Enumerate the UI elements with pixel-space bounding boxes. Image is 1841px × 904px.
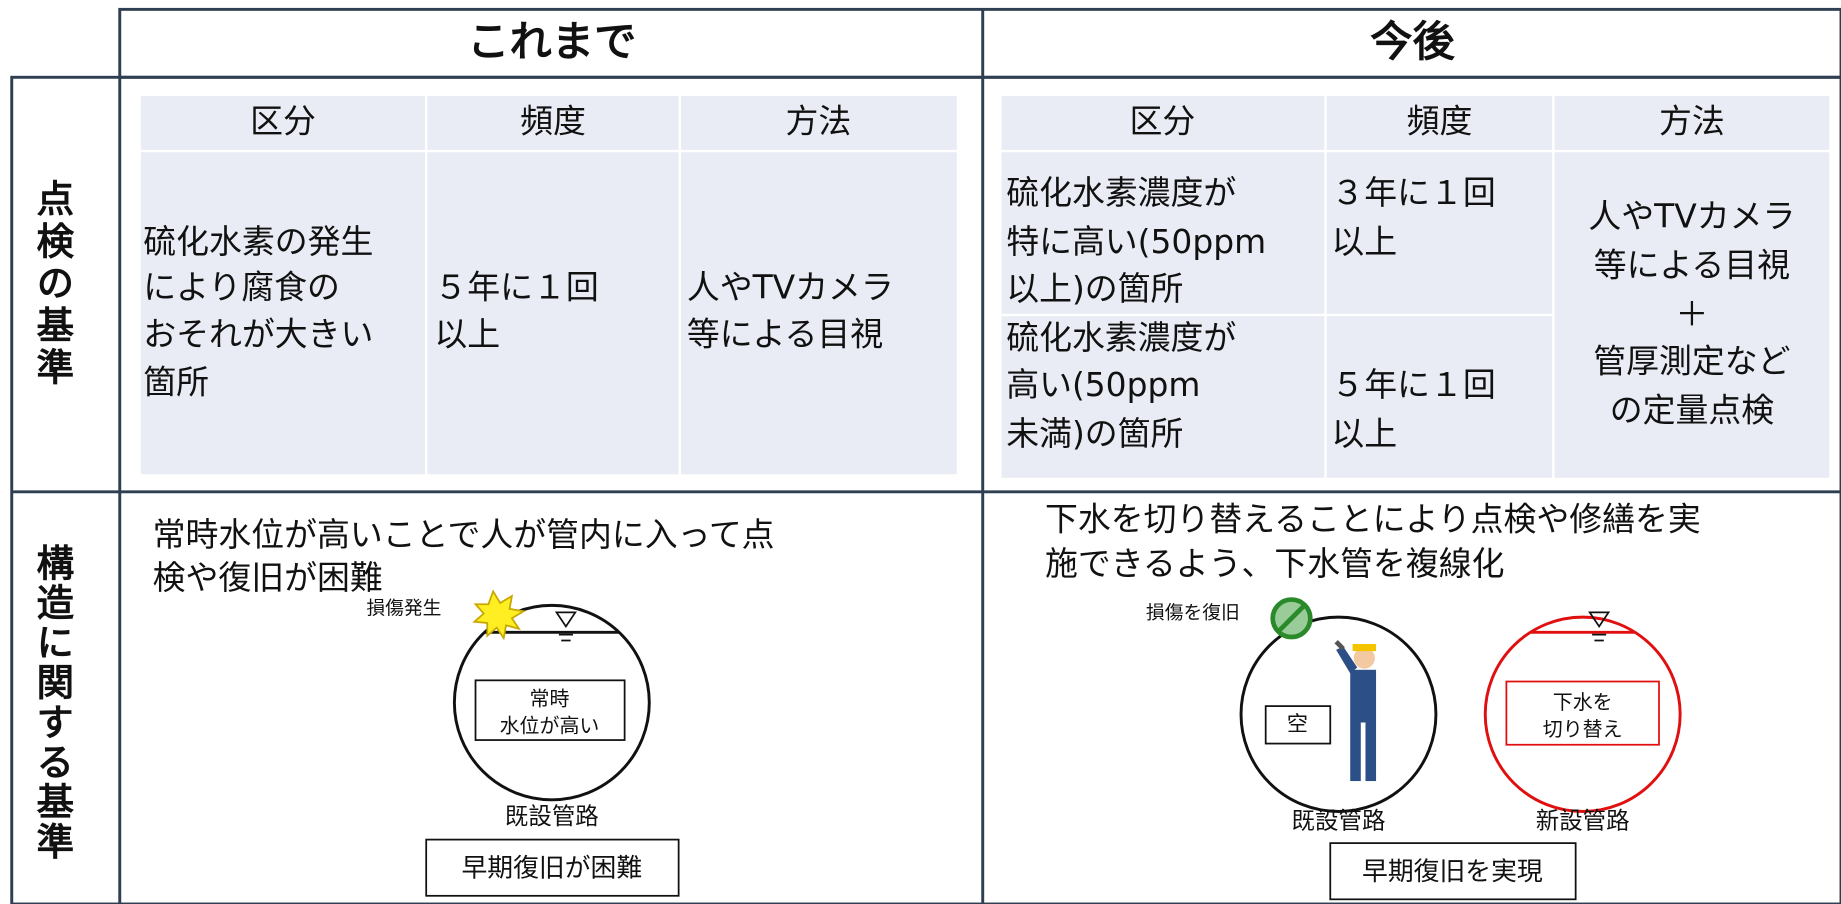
table-header: 区分 bbox=[1129, 102, 1195, 140]
label: 既設管路 bbox=[505, 802, 599, 830]
table-cell: 硫化水素濃度が bbox=[1006, 174, 1236, 212]
table-cell: 硫化水素濃度が bbox=[1006, 319, 1236, 357]
table-cell: 等による目視 bbox=[1594, 247, 1790, 285]
description: 下水を切り替えることにより点検や修繕を実 bbox=[1045, 501, 1701, 539]
table-header: 方法 bbox=[1659, 102, 1725, 140]
pipe-text: 水位が高い bbox=[500, 715, 600, 738]
table-cell: ５年に１回 bbox=[434, 269, 598, 307]
table-header: 方法 bbox=[785, 102, 851, 140]
table-cell: 人やTVカメラ bbox=[687, 269, 894, 307]
table-cell: の定量点検 bbox=[1610, 392, 1775, 430]
table-cell: おそれが大きい bbox=[143, 316, 373, 354]
table-cell: ３年に１回 bbox=[1331, 174, 1495, 212]
pipe-text: 下水を bbox=[1553, 691, 1613, 714]
table-cell: 管厚測定など bbox=[1593, 343, 1790, 381]
table-cell: 特に高い(50ppm bbox=[1006, 223, 1266, 261]
table-cell: 高い(50ppm bbox=[1006, 366, 1200, 404]
table-cell: ＋ bbox=[1675, 296, 1708, 334]
description: 常時水位が高いことで人が管内に入って点 bbox=[153, 516, 775, 554]
table-cell: 人やTVカメラ bbox=[1588, 197, 1795, 235]
table-cell: 以上 bbox=[434, 316, 500, 354]
result: 早期復旧が困難 bbox=[461, 853, 642, 883]
description: 検や復旧が困難 bbox=[153, 559, 383, 597]
table-cell: により腐食の bbox=[143, 269, 340, 307]
table-header: 頻度 bbox=[520, 102, 586, 140]
table-cell: 以上)の箇所 bbox=[1006, 270, 1183, 308]
label: 空 bbox=[1287, 711, 1308, 736]
description: 施できるよう、下水管を複線化 bbox=[1045, 545, 1505, 583]
diagram-shapes bbox=[425, 589, 1682, 901]
table-cell: 箇所 bbox=[143, 364, 209, 402]
table-cell: 以上 bbox=[1331, 415, 1397, 453]
row-label: 点検の基準 bbox=[30, 179, 74, 390]
label: 新設管路 bbox=[1536, 807, 1630, 835]
pipe-text: 切り替え bbox=[1543, 718, 1623, 741]
table-cell: ５年に１回 bbox=[1331, 366, 1495, 404]
table-cell: 未満)の箇所 bbox=[1006, 415, 1183, 453]
cells bbox=[140, 96, 1830, 478]
label: 既設管路 bbox=[1292, 807, 1386, 835]
table-header: 頻度 bbox=[1407, 102, 1473, 140]
frame bbox=[10, 7, 1841, 904]
pipe-text: 常時 bbox=[530, 688, 570, 711]
column-title: 今後 bbox=[1370, 17, 1455, 66]
table-cell: 硫化水素の発生 bbox=[143, 223, 373, 261]
row-label: 構造に関する基準 bbox=[30, 543, 74, 861]
table-cell: 以上 bbox=[1331, 223, 1397, 261]
table-header: 区分 bbox=[250, 102, 316, 140]
column-title: これまで bbox=[467, 17, 636, 66]
result: 早期復旧を実現 bbox=[1362, 857, 1543, 887]
label: 損傷を復旧 bbox=[1146, 602, 1240, 624]
table-cell: 等による目視 bbox=[687, 316, 883, 354]
label: 損傷発生 bbox=[366, 597, 441, 619]
